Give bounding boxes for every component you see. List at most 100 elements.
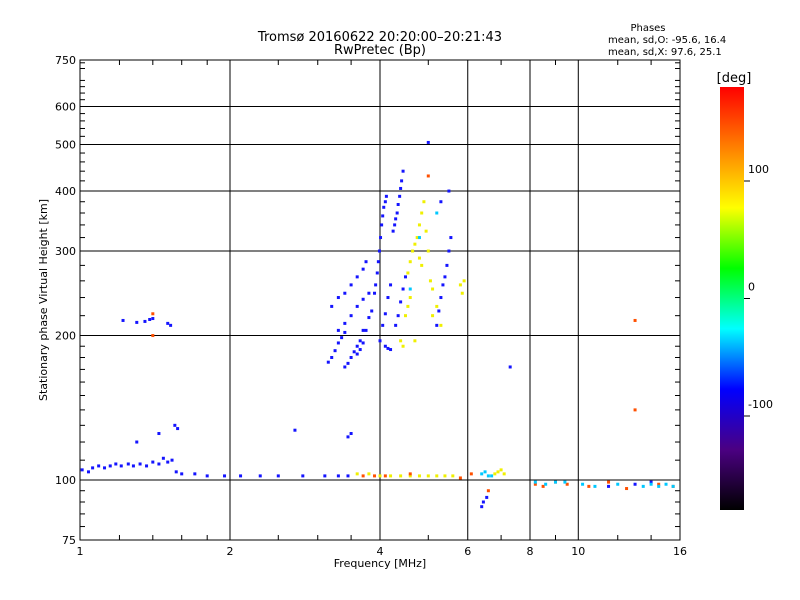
data-point (428, 279, 432, 283)
data-point (378, 474, 382, 478)
data-point (276, 474, 280, 478)
data-point (435, 304, 439, 308)
y-tick-label: 400 (55, 185, 76, 198)
data-point (485, 495, 489, 499)
data-point (581, 482, 585, 486)
data-point (330, 304, 334, 308)
data-point (386, 296, 390, 300)
data-point (148, 317, 152, 321)
x-tick-label: 4 (377, 545, 384, 558)
x-tick-label: 10 (571, 545, 585, 558)
chart-title: Tromsø 20160622 20:20:00–20:21:43 (257, 30, 502, 45)
data-point (641, 484, 645, 488)
data-point (403, 275, 407, 279)
data-point (424, 229, 428, 233)
data-point (443, 275, 447, 279)
y-tick-label: 200 (55, 330, 76, 343)
data-point (483, 470, 487, 474)
data-point (349, 355, 353, 359)
data-point (411, 249, 415, 253)
data-point (587, 484, 591, 488)
x-tick-label: 8 (527, 545, 534, 558)
data-point (439, 296, 443, 300)
colorbar-tick-label: 100 (748, 163, 769, 176)
data-point (625, 487, 629, 491)
data-point (553, 480, 557, 484)
data-point (373, 291, 377, 295)
data-point (355, 275, 359, 279)
data-point (413, 242, 417, 246)
data-point (383, 344, 387, 348)
data-point (460, 291, 464, 295)
data-point (607, 484, 611, 488)
data-point (533, 480, 537, 484)
data-point (97, 464, 101, 468)
data-point (205, 474, 209, 478)
data-point (533, 482, 537, 486)
data-point (417, 474, 421, 478)
data-point (508, 365, 512, 369)
data-point (649, 482, 653, 486)
data-point (445, 263, 449, 267)
data-point (422, 200, 426, 204)
data-point (394, 217, 398, 221)
data-point (395, 211, 399, 215)
data-point (403, 314, 407, 318)
data-point (86, 470, 90, 474)
data-point (114, 462, 118, 466)
data-point (451, 474, 455, 478)
data-point (386, 346, 390, 350)
data-point (401, 169, 405, 173)
data-point (157, 462, 161, 466)
y-tick-label: 75 (62, 534, 76, 547)
data-point (469, 472, 473, 476)
colorbar-tick-label: 0 (748, 281, 755, 294)
data-point (239, 474, 243, 478)
x-tick-label: 16 (673, 545, 687, 558)
data-point (173, 423, 177, 427)
colorbar (720, 87, 744, 510)
data-point (361, 474, 365, 478)
data-point (502, 472, 506, 476)
data-point (426, 140, 430, 144)
data-point (349, 432, 353, 436)
data-point (381, 214, 385, 218)
data-point (420, 263, 424, 267)
data-point (381, 323, 385, 327)
colorbar-tick-label: -100 (748, 398, 773, 411)
data-point (343, 321, 347, 325)
data-point (364, 260, 368, 264)
data-point (343, 365, 347, 369)
data-point (399, 186, 403, 190)
data-point (349, 314, 353, 318)
data-point (447, 249, 451, 253)
data-point (393, 223, 397, 227)
data-point (361, 297, 365, 301)
data-point (420, 211, 424, 215)
data-point (439, 200, 443, 204)
data-point (633, 318, 637, 322)
data-point (151, 334, 155, 338)
data-point (426, 249, 430, 253)
data-point (408, 296, 412, 300)
data-point (408, 260, 412, 264)
data-point (121, 318, 125, 322)
data-point (157, 432, 161, 436)
data-point (401, 344, 405, 348)
data-point (166, 321, 170, 325)
data-point (398, 194, 402, 198)
data-point (138, 462, 142, 466)
data-point (431, 287, 435, 291)
data-point (336, 296, 340, 300)
data-point (389, 474, 393, 478)
grid-lines (80, 60, 680, 540)
phase-box-o-line: mean, sd,O: -95.6, 16.4 (608, 35, 726, 46)
colorbar-ticks: 100 0 -100 (744, 163, 773, 417)
y-tick-label: 750 (55, 54, 76, 67)
data-point (367, 291, 371, 295)
data-point (169, 323, 173, 327)
data-point (486, 489, 490, 493)
x-tick-label: 2 (227, 545, 234, 558)
data-point (435, 323, 439, 327)
